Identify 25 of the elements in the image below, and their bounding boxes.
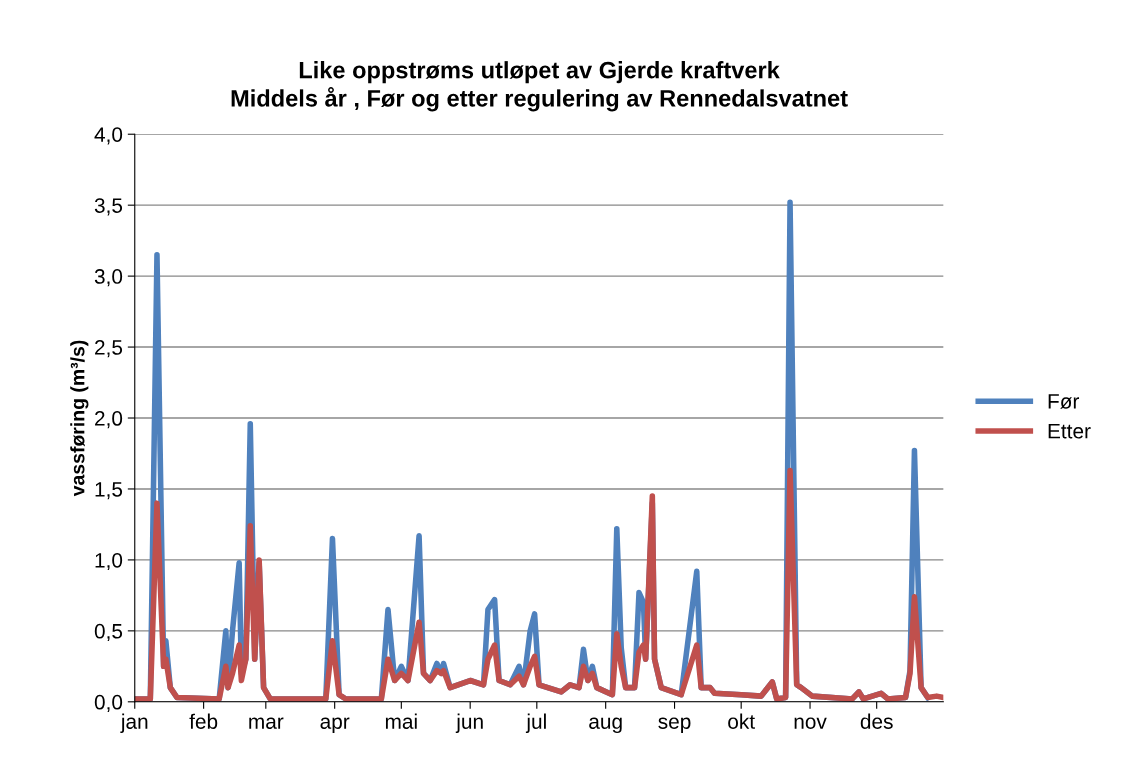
y-tick-label: 1,5	[95, 482, 123, 500]
x-tick-label: mai	[385, 713, 417, 729]
y-tick-label: 0,0	[94, 694, 123, 713]
legend-label: Etter	[1048, 423, 1091, 439]
chart-title: Like oppstrøms utløpet av Gjerde kraftverk Middels år , Før og etter regulering av Rennedalsvatnet	[231, 61, 848, 112]
x-tick-label: aug	[589, 717, 622, 734]
x-tick-label: mar	[249, 717, 284, 729]
y-tick-label: 0,5	[94, 623, 123, 642]
y-tick-label: 4,0	[94, 127, 123, 145]
y-tick-label: 3,0	[94, 269, 123, 287]
y-tick-label: 2,5	[95, 340, 123, 358]
legend-label: Før	[1048, 394, 1080, 409]
x-tick-label: apr	[320, 717, 350, 734]
x-tick-label: nov	[794, 717, 827, 729]
x-tick-label: des	[860, 713, 893, 729]
x-tick-label: jan	[120, 713, 148, 734]
x-tick-label: sep	[658, 717, 691, 734]
x-tick-label: okt	[728, 713, 755, 729]
y-tick-label: 1,0	[95, 552, 123, 571]
y-tick-label: 2,0	[95, 411, 123, 429]
x-tick-label: jul	[525, 713, 546, 734]
y-tick-label: 3,5	[94, 198, 123, 216]
x-tick-label: feb	[189, 713, 218, 729]
y-axis-title: vassføring (m³/s)	[70, 340, 89, 497]
x-tick-label: jun	[455, 713, 483, 734]
